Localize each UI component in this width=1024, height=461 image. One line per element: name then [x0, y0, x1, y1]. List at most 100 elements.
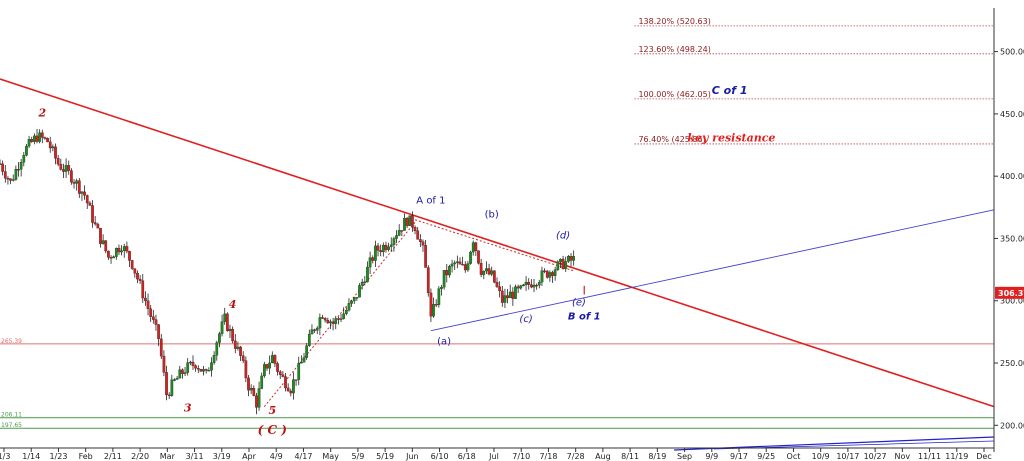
- last-price-label: 306.37: [998, 289, 1024, 298]
- candle-body: [503, 295, 507, 303]
- candle-body: [289, 390, 293, 394]
- candle-body: [278, 371, 282, 375]
- candle-body: [223, 313, 227, 322]
- candle-body: [114, 247, 118, 257]
- candle-body: [210, 362, 213, 371]
- candle-body: [432, 304, 435, 317]
- candle-body: [255, 395, 258, 408]
- candle-body: [117, 247, 121, 253]
- candle-body: [471, 242, 475, 253]
- candle-body: [527, 281, 531, 285]
- support-level-label: 265.39: [1, 338, 22, 345]
- y-tick-label: 450.00: [1000, 110, 1024, 119]
- candle-body: [46, 137, 49, 143]
- downtrend-line: [0, 78, 995, 408]
- x-tick-label: 8/19: [648, 452, 666, 461]
- candle-body: [344, 309, 348, 314]
- candle-body: [276, 363, 279, 372]
- candle-body: [54, 146, 57, 159]
- candle-body: [281, 374, 285, 377]
- candle-body: [194, 365, 197, 369]
- candle-body: [374, 245, 377, 261]
- candle-body: [51, 146, 55, 149]
- candle-body: [537, 281, 541, 286]
- annotation-wave_d: (d): [556, 230, 570, 241]
- candle-body: [43, 137, 47, 139]
- candle-body: [305, 345, 309, 358]
- candle-body: [64, 165, 68, 172]
- x-tick-label: Feb: [79, 452, 93, 461]
- candle-body: [318, 317, 322, 329]
- candle-body: [426, 267, 430, 294]
- candle-body: [202, 369, 205, 372]
- candle-body: [564, 261, 568, 269]
- candle-body: [334, 318, 338, 324]
- candle-body: [440, 287, 443, 289]
- candle-body: [545, 270, 549, 278]
- x-tick-label: Sep: [677, 452, 692, 461]
- candle-body: [485, 268, 488, 272]
- candle-body: [514, 286, 517, 299]
- support-level-label: 197.65: [1, 422, 22, 429]
- candle-body: [559, 258, 562, 262]
- x-tick-label: 9/17: [730, 452, 748, 461]
- candle-body: [389, 244, 393, 247]
- candle-body: [403, 218, 406, 231]
- y-tick-label: 300.00: [1000, 297, 1024, 306]
- fib-level-label: 76.40% (425.86): [638, 135, 705, 144]
- candle-body: [381, 244, 385, 253]
- candle-body: [329, 321, 332, 324]
- candle-body: [181, 369, 184, 374]
- candle-body: [196, 368, 200, 370]
- candle-body: [416, 230, 420, 240]
- annotation-a_of_1: A of 1: [416, 196, 445, 207]
- candle-body: [146, 300, 150, 309]
- candle-body: [162, 355, 166, 373]
- candle-body: [133, 268, 137, 274]
- candle-body: [434, 304, 438, 306]
- candle-body: [170, 379, 174, 396]
- x-tick-label: Nov: [895, 452, 911, 461]
- candle-body: [294, 379, 298, 381]
- x-tick-label: 2/11: [104, 452, 122, 461]
- candle-body: [38, 132, 42, 142]
- y-tick-label: 350.00: [1000, 234, 1024, 243]
- candle-body: [104, 240, 108, 252]
- x-tick-label: May: [322, 452, 339, 461]
- annotation-wave_4: 4: [229, 298, 237, 311]
- candle-body: [204, 369, 208, 371]
- candle-body: [191, 361, 195, 366]
- candle-body: [199, 369, 203, 372]
- candle-body: [493, 270, 496, 283]
- candle-body: [260, 375, 264, 389]
- candle-body: [263, 364, 266, 377]
- candle-body: [6, 178, 10, 180]
- candle-body: [215, 342, 219, 356]
- candle-body: [530, 284, 533, 288]
- x-tick-label: Mar: [160, 452, 176, 461]
- candle-body: [474, 242, 478, 251]
- candle-body: [448, 266, 451, 276]
- candle-body: [321, 317, 324, 319]
- x-tick-label: Apr: [242, 452, 257, 461]
- fibonacci-levels: 138.20% (520.63) 123.60% (498.24) 100.00% …: [634, 17, 994, 145]
- candle-body: [392, 238, 396, 245]
- x-tick-label: 3/11: [186, 452, 204, 461]
- candle-body: [363, 281, 367, 283]
- candle-body: [273, 355, 277, 364]
- candle-body: [469, 251, 472, 264]
- candles-layer: [0, 128, 585, 415]
- x-tick-label: 10/17: [836, 452, 859, 461]
- candle-body: [144, 297, 147, 301]
- candle-body: [207, 370, 211, 372]
- candle-body: [429, 292, 433, 317]
- candle-body: [70, 170, 73, 183]
- candle-body: [141, 280, 145, 299]
- candle-body: [421, 241, 425, 246]
- candle-body: [72, 181, 76, 184]
- candle-body: [445, 270, 449, 276]
- candle-body: [247, 377, 250, 391]
- x-tick-label: 9/25: [757, 452, 775, 461]
- candle-body: [323, 318, 327, 321]
